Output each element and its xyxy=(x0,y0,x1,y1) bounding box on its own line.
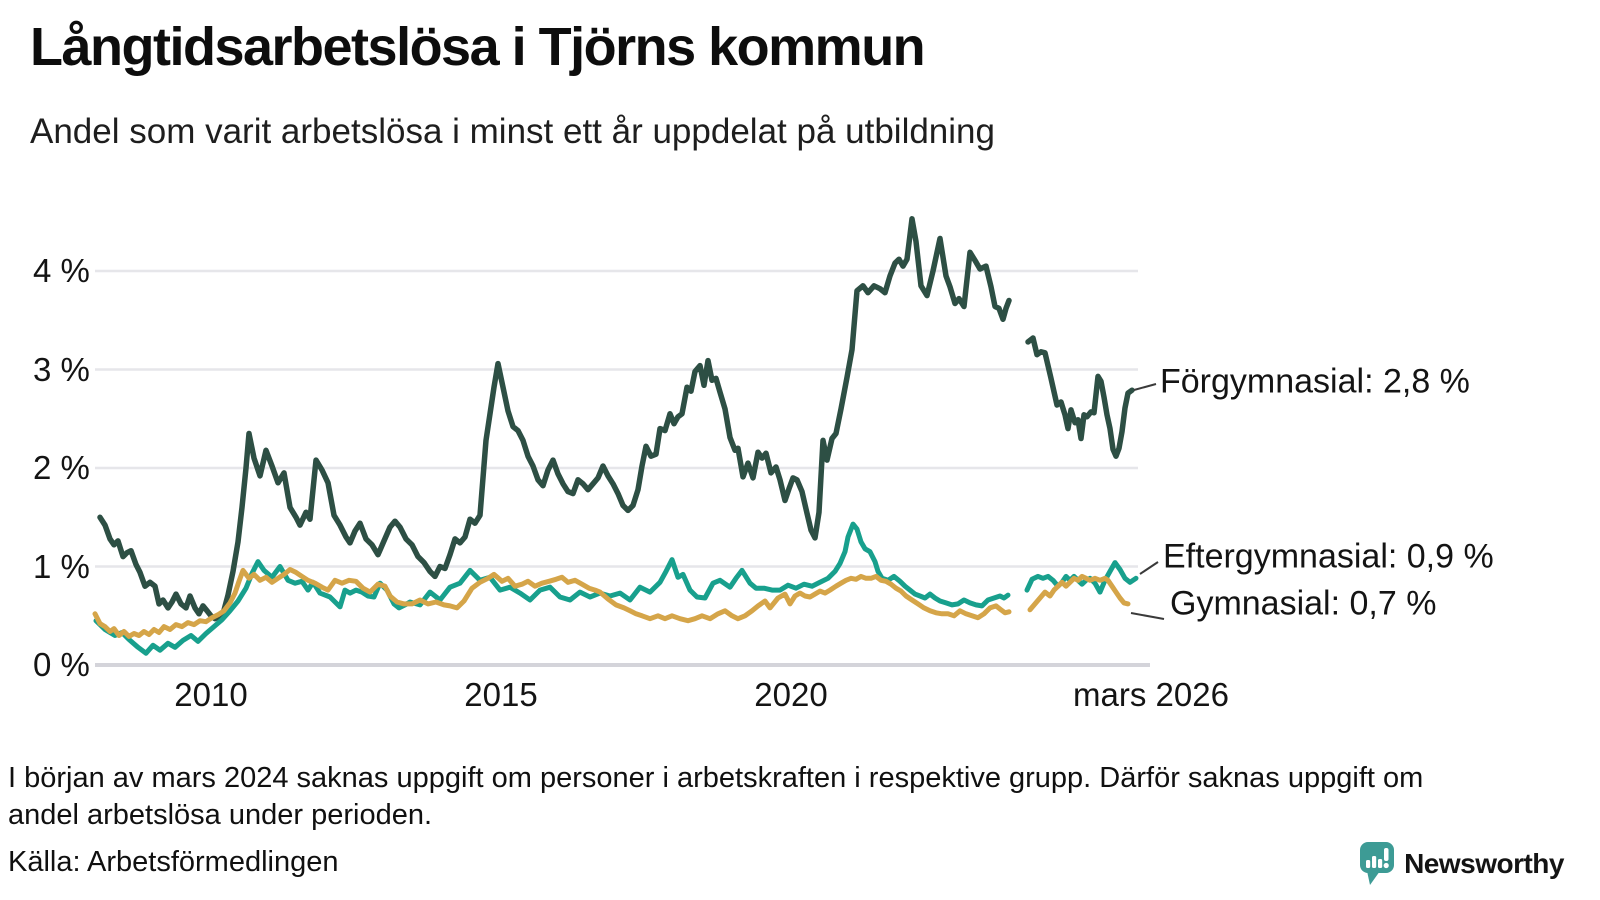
series-label-eftergymnasial: Eftergymnasial: 0,9 % xyxy=(1163,537,1494,576)
x-tick-label: 2020 xyxy=(754,676,828,713)
series-line-gymnasial xyxy=(92,567,1012,639)
series-line-eftergymnasial xyxy=(1024,560,1139,595)
source-credit: Källa: Arbetsförmedlingen xyxy=(8,846,339,878)
chart-subtitle: Andel som varit arbetslösa i minst ett å… xyxy=(30,112,995,151)
y-tick-label: 2 % xyxy=(33,449,90,486)
series-line-forgymnasial xyxy=(1025,335,1135,459)
annotation-leader-gymnasial xyxy=(1130,612,1165,620)
chart-footnote: I början av mars 2024 saknas uppgift om … xyxy=(8,760,1423,834)
newsworthy-wordmark: Newsworthy xyxy=(1404,848,1564,879)
annotation-leader-eftergymnasial xyxy=(1139,561,1159,575)
line-chart-canvas xyxy=(92,216,1165,667)
annotation-leader-forgymnasial xyxy=(1133,383,1157,391)
y-tick-label: 0 % xyxy=(33,646,90,683)
y-tick-label: 1 % xyxy=(33,547,90,585)
newsworthy-logo: Newsworthy xyxy=(1360,842,1564,886)
y-tick-label: 4 % xyxy=(33,252,90,289)
footnote-line-1: I början av mars 2024 saknas uppgift om … xyxy=(8,762,1424,794)
page-title: Långtidsarbetslösa i Tjörns kommun xyxy=(30,17,926,77)
series-line-eftergymnasial xyxy=(93,521,1011,656)
footnote-line-2: andel arbetslösa under perioden. xyxy=(8,799,433,831)
series-label-forgymnasial: Förgymnasial: 2,8 % xyxy=(1160,362,1470,401)
newsworthy-icon xyxy=(1360,842,1395,885)
x-tick-label: 2010 xyxy=(174,676,248,713)
x-tick-label: mars 2026 xyxy=(1073,676,1229,713)
series-line-forgymnasial xyxy=(97,216,1012,622)
y-tick-label: 3 % xyxy=(33,350,90,388)
series-line-gymnasial xyxy=(1027,573,1131,613)
series-label-gymnasial: Gymnasial: 0,7 % xyxy=(1170,584,1437,623)
x-tick-label: 2015 xyxy=(464,676,538,713)
